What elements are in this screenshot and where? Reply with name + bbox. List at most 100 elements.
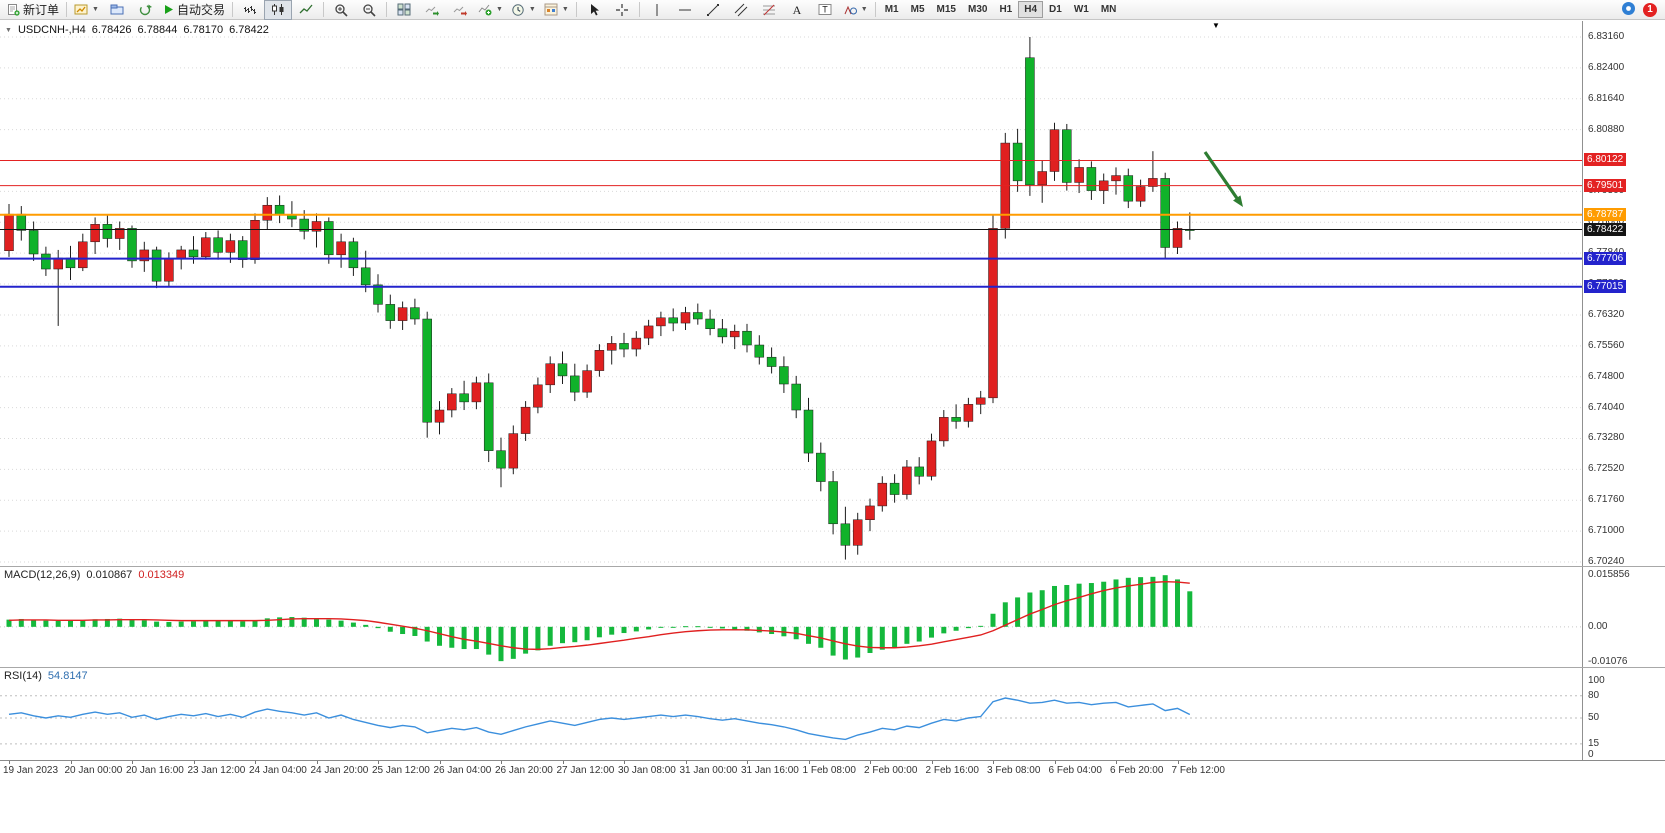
candle-chart-button[interactable] <box>263 0 292 20</box>
chart-shift-marker[interactable]: ▼ <box>1212 21 1220 30</box>
close-value: 6.78422 <box>229 24 269 36</box>
low-value: 6.78170 <box>183 24 224 36</box>
toolbar-right-group: 1 <box>1621 1 1657 19</box>
rsi-axis-label: 15 <box>1588 737 1600 749</box>
pane-splitter[interactable] <box>0 566 1665 567</box>
time-axis-tick <box>1177 761 1179 764</box>
clock-icon <box>512 3 524 16</box>
time-axis-label: 24 Jan 20:00 <box>310 765 369 776</box>
indicators-button[interactable]: ▼ <box>474 0 507 20</box>
macd-name: MACD(12,26,9) <box>4 569 81 581</box>
profiles-icon <box>110 4 124 15</box>
time-axis-label: 19 Jan 2023 <box>3 765 59 776</box>
crosshair-button[interactable] <box>608 0 636 20</box>
time-axis-tick <box>1054 761 1056 764</box>
zoom-in-icon <box>335 3 348 17</box>
time-axis-tick <box>685 761 687 764</box>
price-tick-label: 6.78600 <box>1588 216 1624 227</box>
price-tick-label: 6.75560 <box>1588 339 1625 351</box>
shapes-button[interactable]: ▼ <box>839 0 872 20</box>
time-axis-label: 20 Jan 00:00 <box>64 765 123 776</box>
macd-pane[interactable] <box>0 567 1582 668</box>
crosshair-icon <box>615 3 628 16</box>
chart-header: ▼ USDCNH-,H4 6.78426 6.78844 6.78170 6.7… <box>5 24 269 36</box>
templates-button[interactable]: ▼ <box>540 0 573 20</box>
time-axis-tick <box>70 761 72 764</box>
timeframe-button-w1[interactable]: W1 <box>1073 4 1089 15</box>
separator <box>638 2 640 17</box>
macd-main-value: 0.010867 <box>86 569 133 581</box>
toolbar: 新订单 ▼ 自动交易 ▼ ▼ <box>0 0 1665 20</box>
timeframe-button-m5[interactable]: M5 <box>910 4 925 15</box>
line-chart-icon <box>299 4 313 14</box>
chart-shift-icon <box>453 6 467 16</box>
rsi-pane[interactable] <box>0 668 1582 760</box>
time-axis-label: 26 Jan 20:00 <box>495 765 553 776</box>
time-axis-tick <box>501 761 502 764</box>
timeframe-button-m1[interactable]: M1 <box>884 4 899 15</box>
profiles-button[interactable] <box>103 0 131 20</box>
time-axis[interactable]: 19 Jan 2023 20 Jan 00:00 20 Jan 16:00 23 Ja… <box>0 760 1665 781</box>
price-tick-label: 6.80880 <box>1588 123 1625 135</box>
text-button[interactable]: A <box>783 0 811 20</box>
price-tick-label: 6.74800 <box>1588 370 1625 382</box>
separator <box>874 2 876 17</box>
pane-splitter[interactable] <box>0 667 1665 668</box>
new-chart-button[interactable]: ▼ <box>70 0 103 20</box>
horizontal-line-icon <box>678 9 691 10</box>
macd-axis-label: 0.00 <box>1588 620 1608 632</box>
time-axis-label: 6 Feb 04:00 <box>1048 765 1102 776</box>
new-order-button[interactable]: 新订单 <box>3 0 63 20</box>
price-tick-label: 6.71760 <box>1588 494 1625 506</box>
timeframe-button-h1[interactable]: H1 <box>999 4 1013 15</box>
community-button[interactable] <box>1621 1 1636 19</box>
autotrading-label: 自动交易 <box>176 3 225 17</box>
refresh-button[interactable] <box>131 0 159 20</box>
macd-signal-value: 0.013349 <box>138 569 185 581</box>
new-chart-icon <box>74 4 88 15</box>
time-axis-label: 2 Feb 00:00 <box>864 765 918 776</box>
vertical-line-button[interactable] <box>643 0 671 20</box>
timeframe-group: M1 M5 M15 M30 H1 H4 D1 W1 MN <box>879 1 1123 18</box>
horizontal-line-button[interactable] <box>671 0 699 20</box>
autoscroll-button[interactable] <box>418 0 446 20</box>
notification-badge[interactable]: 1 <box>1643 2 1657 17</box>
price-line-badge: 6.79501 <box>1584 178 1627 192</box>
label-button[interactable]: T <box>811 0 839 20</box>
channel-button[interactable] <box>727 0 755 20</box>
refresh-icon <box>139 4 152 15</box>
periods-button[interactable]: ▼ <box>507 0 540 20</box>
timeframe-button-m15[interactable]: M15 <box>936 4 956 15</box>
price-tick-label: 6.74040 <box>1588 401 1625 413</box>
chart-shift-button[interactable] <box>446 0 474 20</box>
time-axis-tick <box>870 761 871 764</box>
zoom-out-button[interactable] <box>355 0 383 20</box>
price-tick-label: 6.81640 <box>1588 92 1625 104</box>
zoom-in-button[interactable] <box>327 0 355 20</box>
vertical-line-icon <box>656 3 658 16</box>
timeframe-button-d1[interactable]: D1 <box>1049 4 1062 15</box>
one-click-trading-toggle[interactable]: ▼ <box>5 26 12 34</box>
price-axis[interactable]: 6.831606.824006.816406.808806.801206.793… <box>1582 21 1665 760</box>
time-axis-label: 1 Feb 08:00 <box>802 765 856 776</box>
time-axis-label: 6 Feb 20:00 <box>1110 765 1164 776</box>
price-tick-label: 6.71000 <box>1588 525 1625 537</box>
timeframe-button-m30[interactable]: M30 <box>967 4 988 15</box>
line-chart-button[interactable] <box>292 0 320 20</box>
time-axis-label: 2 Feb 16:00 <box>925 765 979 776</box>
timeframe-button-h4[interactable]: H4 <box>1018 1 1044 18</box>
autotrading-button[interactable]: 自动交易 <box>159 0 229 20</box>
templates-icon <box>544 3 558 16</box>
separator <box>385 2 387 17</box>
tile-windows-button[interactable] <box>390 0 418 20</box>
separator <box>66 2 68 17</box>
main-chart[interactable] <box>0 21 1582 567</box>
fibonacci-button[interactable] <box>755 0 783 20</box>
timeframe-button-mn[interactable]: MN <box>1100 4 1117 15</box>
cursor-button[interactable] <box>580 0 608 20</box>
shapes-icon <box>844 5 857 15</box>
bar-chart-button[interactable] <box>236 0 264 20</box>
time-axis-tick <box>378 761 379 764</box>
trendline-button[interactable] <box>699 0 727 20</box>
macd-axis-label: 0.015856 <box>1588 569 1630 580</box>
